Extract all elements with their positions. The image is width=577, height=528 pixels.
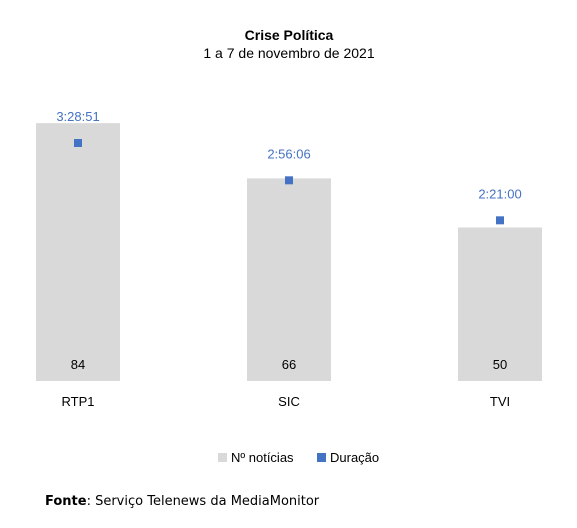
duration-marker — [285, 176, 293, 185]
source-label: Fonte — [45, 494, 87, 509]
duration-label: 2:56:06 — [267, 146, 310, 161]
duration-marker — [74, 139, 82, 147]
chart-subtitle: 1 a 7 de novembro de 2021 — [203, 45, 374, 61]
source-text: : Serviço Telenews da MediaMonitor — [86, 494, 320, 509]
legend-swatch-duration — [317, 453, 326, 462]
legend-swatch-bars — [218, 453, 227, 462]
legend-label-duration: Duração — [330, 450, 379, 465]
bar-value-label: 66 — [282, 357, 296, 372]
bar-tvi — [458, 227, 542, 381]
category-label: TVI — [490, 394, 510, 409]
legend-label-bars: Nº notícias — [231, 450, 294, 465]
category-label: SIC — [278, 394, 300, 409]
duration-marker — [496, 216, 504, 225]
source-note: Fonte: Serviço Telenews da MediaMonitor — [45, 494, 319, 509]
category-label: RTP1 — [62, 394, 95, 409]
duration-label: 2:21:00 — [478, 186, 521, 201]
bar-value-label: 84 — [71, 357, 85, 372]
plot-area: 84 3:28:51 RTP1 66 2:56:06 SIC 50 2:21:00 TVI — [36, 109, 542, 409]
bar-sic — [247, 178, 331, 381]
legend: Nº notícias Duração — [218, 450, 379, 465]
bar-value-label: 50 — [493, 357, 507, 372]
chart-title: Crise Política — [245, 27, 334, 43]
bar-rtp1 — [36, 123, 120, 382]
duration-label: 3:28:51 — [56, 109, 99, 124]
